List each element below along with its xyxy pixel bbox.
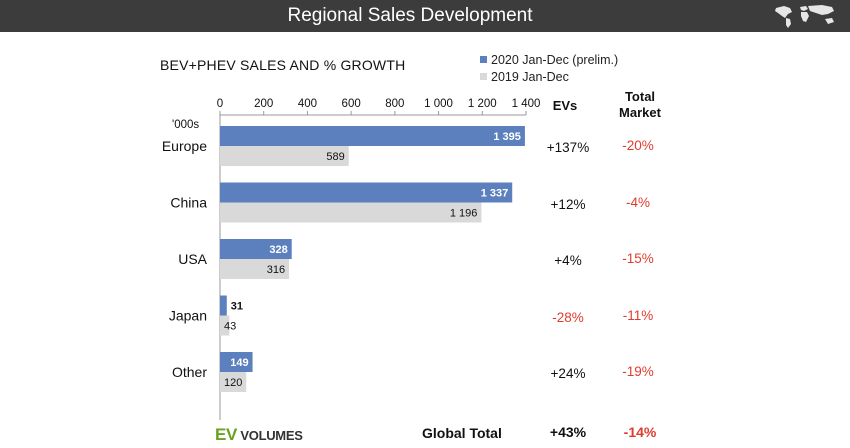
- x-tick-label: 1 400: [512, 98, 541, 110]
- market-growth-value: -11%: [622, 307, 654, 323]
- global-total-label: Global Total: [422, 425, 502, 441]
- ev-growth-value: +12%: [550, 196, 586, 212]
- ev-growth-value: +4%: [554, 253, 582, 268]
- data-label-2019: 1 196: [450, 208, 478, 220]
- bar-2020: [220, 126, 525, 146]
- ev-volumes-logo: EV VOLUMES: [215, 425, 303, 444]
- market-growth-value: -4%: [625, 194, 650, 210]
- world-map-icon: [775, 5, 834, 28]
- global-total-market-growth: -14%: [623, 424, 657, 440]
- data-label-2019: 316: [267, 264, 285, 276]
- x-tick-label: 400: [298, 98, 317, 110]
- data-label-2020: 1 337: [481, 188, 509, 200]
- market-growth-value: -20%: [622, 138, 654, 153]
- global-total-ev-growth: +43%: [549, 424, 587, 440]
- category-label: USA: [178, 251, 207, 267]
- bar-2019: [220, 202, 482, 223]
- market-growth-value: -15%: [622, 251, 654, 266]
- data-label-2020: 1 395: [493, 131, 521, 143]
- data-label-2020: 328: [269, 244, 287, 256]
- bar-2020: [220, 182, 513, 203]
- legend-swatch-2019: [480, 73, 487, 80]
- bar-2019: [220, 315, 230, 336]
- unit-label: '000s: [172, 119, 199, 131]
- evs-column-header: EVs: [552, 98, 578, 113]
- category-label: Other: [172, 364, 207, 380]
- data-label-2019: 589: [326, 151, 344, 163]
- category-label: China: [170, 195, 207, 211]
- legend-label-2019: 2019 Jan-Dec: [491, 70, 569, 84]
- header-bar: Regional Sales Development: [0, 0, 850, 32]
- data-label-2019: 43: [224, 321, 236, 333]
- market-growth-value: -19%: [622, 364, 654, 379]
- category-label: Japan: [169, 308, 207, 324]
- page-title: Regional Sales Development: [287, 5, 533, 26]
- bar-2019: [220, 372, 247, 392]
- x-tick-label: 1 000: [424, 98, 453, 110]
- x-tick-label: 200: [254, 98, 273, 110]
- x-tick-label: 1 200: [468, 98, 497, 110]
- x-tick-label: 800: [385, 98, 404, 110]
- x-tick-label: 0: [217, 98, 223, 110]
- legend-label-2020: 2020 Jan-Dec (prelim.): [491, 53, 619, 67]
- total-market-column-header: Total Market: [619, 89, 661, 120]
- category-label: Europe: [162, 138, 207, 154]
- bar-2020: [220, 295, 227, 316]
- legend-swatch-2020: [480, 56, 487, 63]
- data-label-2020: 149: [230, 357, 248, 369]
- x-tick-label: 600: [342, 98, 361, 110]
- bar-2020: [220, 239, 292, 259]
- bar-2019: [220, 146, 349, 166]
- data-label-2019: 120: [224, 377, 242, 389]
- data-label-2020: 31: [231, 301, 243, 313]
- chart-title: BEV+PHEV SALES AND % GROWTH: [160, 57, 406, 73]
- ev-growth-value: +24%: [550, 366, 586, 381]
- ev-growth-value: -28%: [552, 309, 584, 325]
- bar-2019: [220, 259, 290, 279]
- bar-2020: [220, 352, 253, 372]
- legend-item-2019: 2019 Jan-Dec: [480, 70, 569, 84]
- ev-growth-value: +137%: [546, 140, 590, 155]
- legend-item-2020: 2020 Jan-Dec (prelim.): [480, 53, 618, 67]
